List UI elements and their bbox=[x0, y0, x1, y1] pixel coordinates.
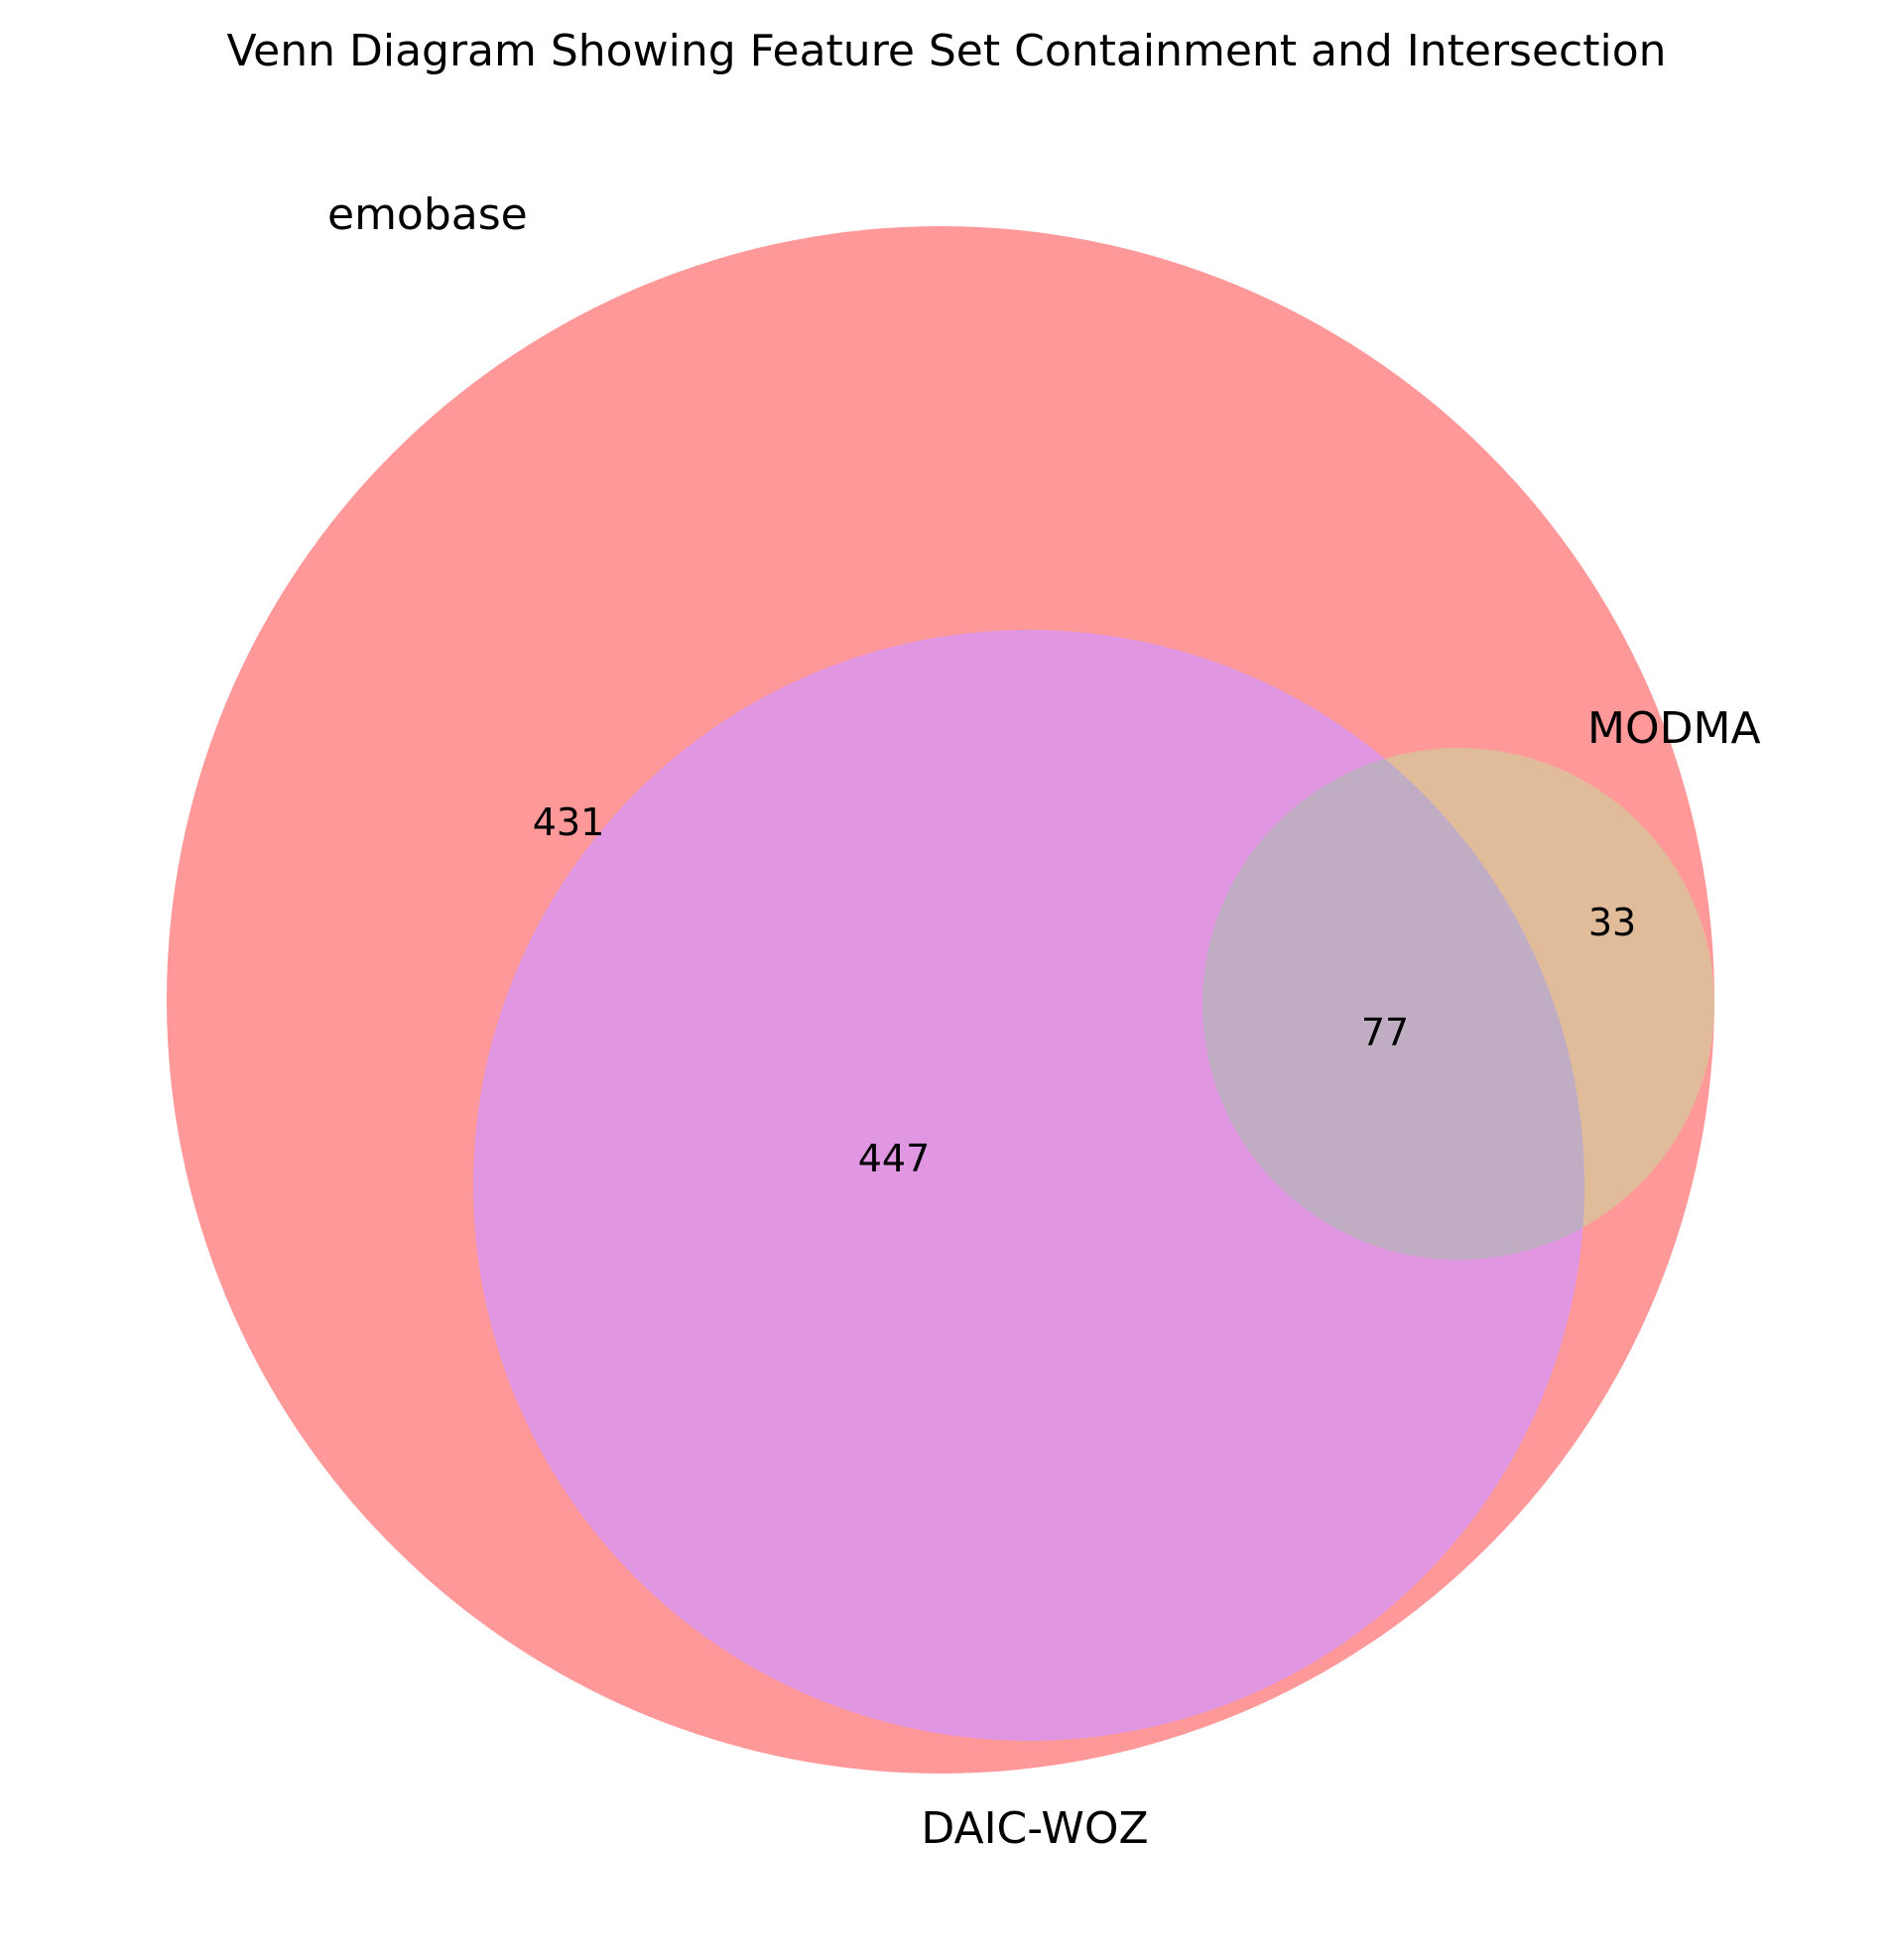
set-label-emobase: emobase bbox=[327, 189, 528, 240]
region-count-all-three: 77 bbox=[1361, 1011, 1409, 1054]
region-count-emobase-modma: 33 bbox=[1588, 901, 1636, 944]
region-count-emobase-daic: 447 bbox=[858, 1137, 931, 1180]
region-count-emobase-only: 431 bbox=[533, 800, 605, 844]
diagram-title: Venn Diagram Showing Feature Set Contain… bbox=[226, 26, 1666, 76]
daic-modma-overlap-region bbox=[1202, 748, 1584, 1260]
set-label-daic-woz: DAIC-WOZ bbox=[921, 1803, 1148, 1854]
set-label-modma: MODMA bbox=[1587, 703, 1761, 754]
